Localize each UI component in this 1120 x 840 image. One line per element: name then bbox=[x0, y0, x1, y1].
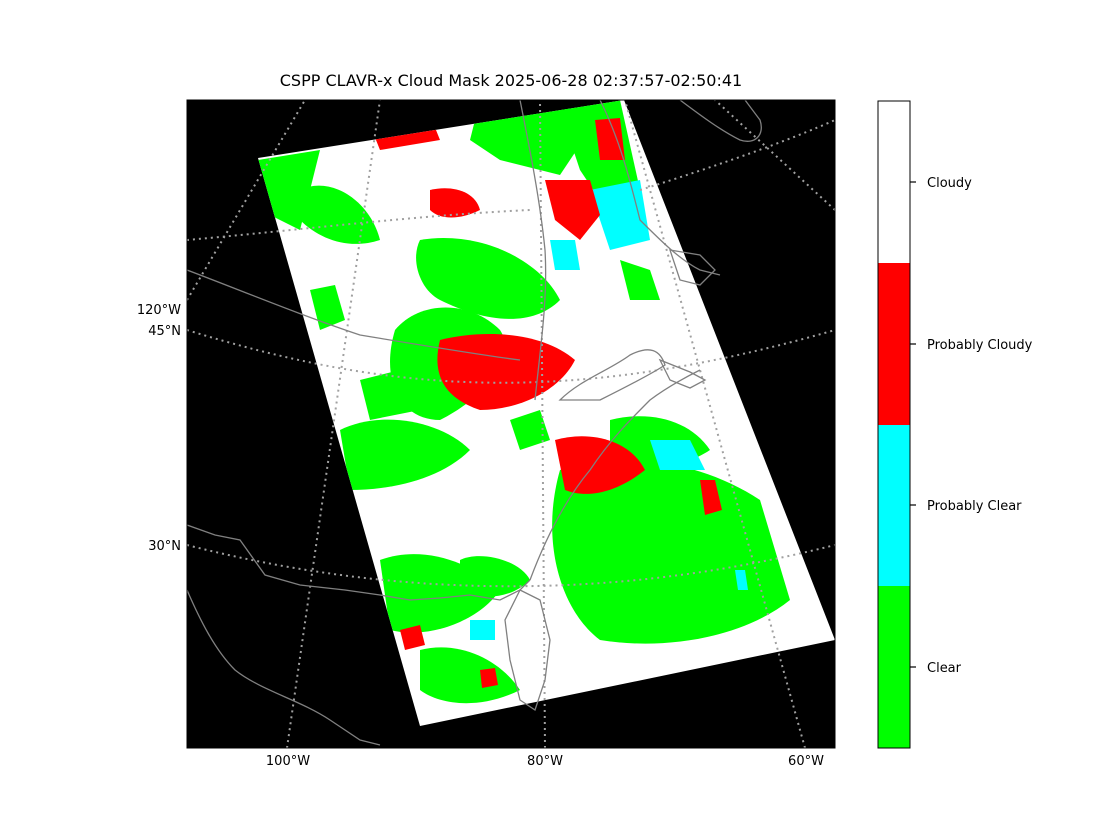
newfoundland bbox=[669, 249, 716, 286]
lat-label-45n: 45°N bbox=[148, 324, 181, 339]
parallel-45n-extra bbox=[187, 209, 531, 241]
colorbar-label-probably-clear: Probably Clear bbox=[927, 499, 1022, 514]
lat-label-30n: 30°N bbox=[148, 539, 181, 554]
graticule bbox=[187, 100, 835, 748]
greenland bbox=[679, 100, 762, 142]
meridian-80w bbox=[539, 100, 546, 748]
inland-border bbox=[519, 100, 547, 401]
east-coast bbox=[529, 369, 701, 581]
parallel-60n bbox=[639, 119, 835, 191]
florida bbox=[504, 589, 551, 712]
coastlines bbox=[187, 100, 762, 746]
colorbar-label-probably-cloudy: Probably Cloudy bbox=[927, 338, 1033, 353]
lon-label-100w: 100°W bbox=[266, 754, 310, 769]
meridian-120w bbox=[187, 100, 306, 301]
colorbar-swatch-clear bbox=[878, 586, 910, 748]
parallel-45n bbox=[187, 329, 835, 384]
lon-label-80w: 80°W bbox=[527, 754, 563, 769]
map-panel bbox=[186, 99, 836, 749]
colorbar-swatch-probably-cloudy bbox=[878, 263, 910, 425]
lon-label-60w: 60°W bbox=[788, 754, 824, 769]
colorbar-frame bbox=[877, 100, 911, 749]
meridian-label-120w: 120°W bbox=[137, 303, 181, 318]
colorbar-swatch-probably-clear bbox=[878, 425, 910, 586]
colorbar-label-clear: Clear bbox=[927, 661, 962, 676]
great-lakes bbox=[558, 349, 666, 401]
map-frame bbox=[186, 99, 836, 749]
hudson-bay-east bbox=[599, 100, 721, 276]
canada-border bbox=[187, 269, 521, 361]
meridian-60w bbox=[624, 100, 806, 748]
colorbar-swatch-cloudy bbox=[878, 101, 910, 263]
mexico-coast bbox=[187, 589, 381, 746]
nova-scotia bbox=[658, 358, 707, 389]
gulf-coast bbox=[187, 524, 531, 601]
meridian-100w bbox=[286, 100, 381, 748]
map-labels: 100°W 80°W 60°W 120°W 45°N 30°N bbox=[137, 303, 824, 769]
colorbar: Cloudy Probably Cloudy Probably Clear Cl… bbox=[877, 100, 1033, 749]
chart-title: CSPP CLAVR-x Cloud Mask 2025-06-28 02:37… bbox=[280, 71, 742, 90]
colorbar-label-cloudy: Cloudy bbox=[927, 176, 972, 191]
